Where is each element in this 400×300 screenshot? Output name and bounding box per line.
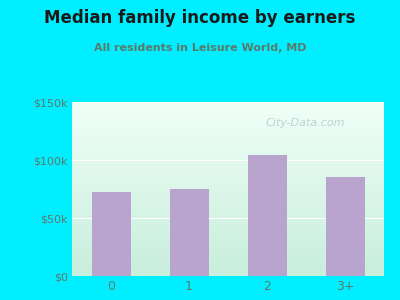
Text: All residents in Leisure World, MD: All residents in Leisure World, MD (94, 43, 306, 53)
Bar (248, 155, 286, 276)
Bar (326, 177, 364, 276)
Text: City-Data.com: City-Data.com (266, 118, 345, 128)
Text: Median family income by earners: Median family income by earners (44, 9, 356, 27)
Bar (92, 193, 130, 276)
Bar (170, 189, 208, 276)
